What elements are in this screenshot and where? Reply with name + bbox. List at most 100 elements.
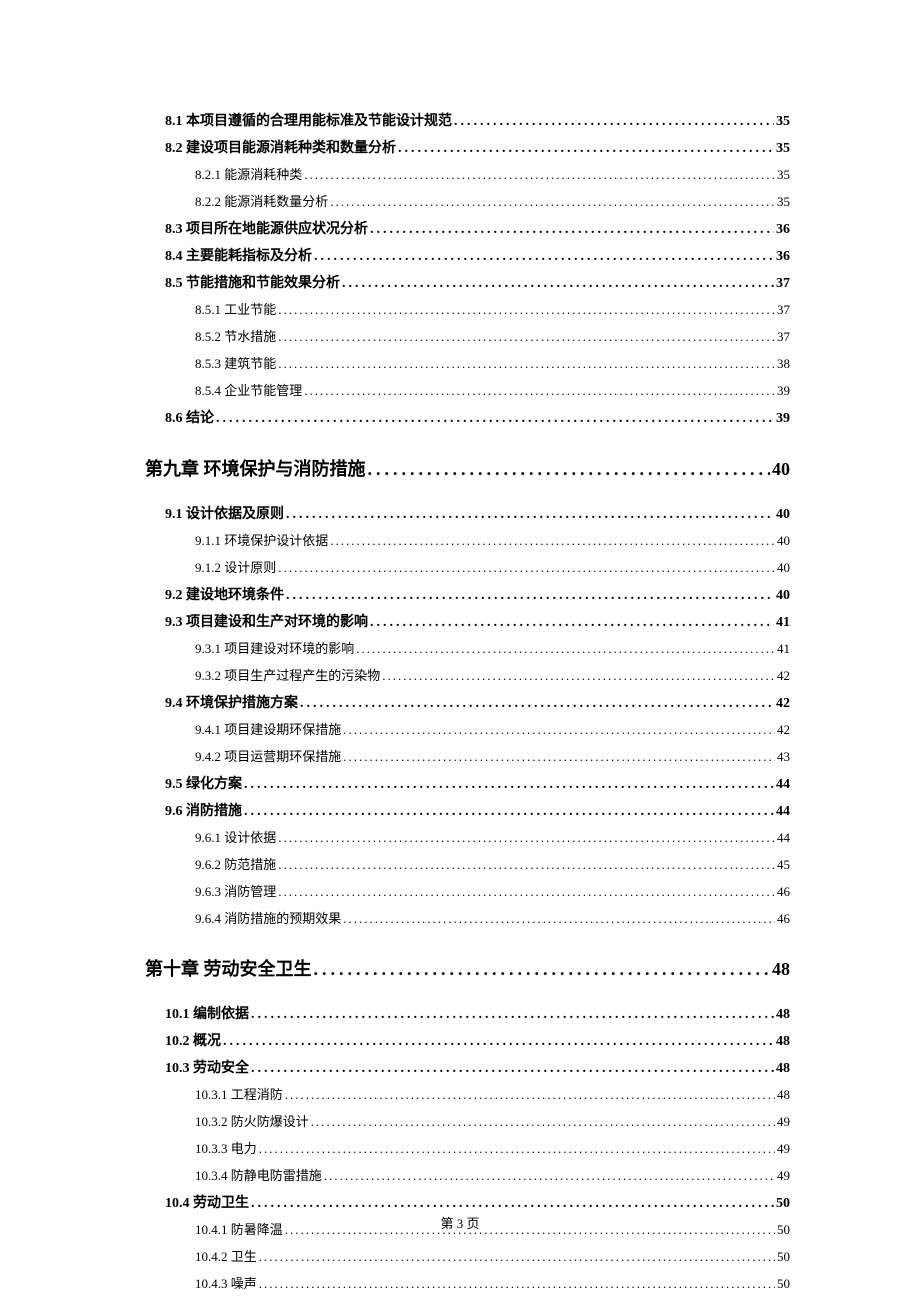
toc-leader: ........................................… xyxy=(251,1196,774,1212)
toc-leader: ........................................… xyxy=(216,411,774,427)
toc-label: 8.5.1 工业节能 xyxy=(195,299,276,318)
toc-page: 35 xyxy=(776,141,790,157)
toc-page: 39 xyxy=(777,383,790,399)
toc-entry: 10.3 劳动安全...............................… xyxy=(165,1057,790,1077)
toc-label: 第九章 环境保护与消防措施 xyxy=(145,455,366,481)
toc-page: 49 xyxy=(777,1114,790,1130)
toc-label: 8.5.3 建筑节能 xyxy=(195,353,276,372)
toc-leader: ........................................… xyxy=(382,668,775,684)
toc-label: 8.5.2 节水措施 xyxy=(195,326,276,345)
toc-page: 42 xyxy=(777,668,790,684)
toc-leader: ........................................… xyxy=(311,1114,775,1130)
toc-leader: ........................................… xyxy=(314,959,771,980)
toc-entry: 9.3.1 项目建设对环境的影响........................… xyxy=(195,638,790,657)
toc-leader: ........................................… xyxy=(304,167,775,183)
toc-container: 8.1 本项目遵循的合理用能标准及节能设计规范.................… xyxy=(145,110,790,1292)
toc-leader: ........................................… xyxy=(286,507,774,523)
toc-entry: 9.4.2 项目运营期环保措施.........................… xyxy=(195,746,790,765)
toc-entry: 10.3.3 电力...............................… xyxy=(195,1138,790,1157)
toc-label: 10.2 概况 xyxy=(165,1030,221,1050)
toc-label: 9.6 消防措施 xyxy=(165,800,242,820)
toc-leader: ........................................… xyxy=(278,830,775,846)
page-number: 第 3 页 xyxy=(440,1216,479,1231)
toc-page: 37 xyxy=(776,276,790,292)
toc-label: 10.4.2 卫生 xyxy=(195,1246,257,1265)
toc-page: 40 xyxy=(776,588,790,604)
toc-page: 46 xyxy=(777,911,790,927)
toc-label: 8.5.4 企业节能管理 xyxy=(195,380,302,399)
toc-page: 39 xyxy=(776,411,790,427)
toc-page: 48 xyxy=(776,1034,790,1050)
toc-page: 36 xyxy=(776,222,790,238)
toc-leader: ........................................… xyxy=(356,641,775,657)
toc-label: 9.4.1 项目建设期环保措施 xyxy=(195,719,341,738)
toc-label: 9.6.2 防范措施 xyxy=(195,854,276,873)
toc-entry: 9.6.1 设计依据..............................… xyxy=(195,827,790,846)
toc-label: 第十章 劳动安全卫生 xyxy=(145,955,312,981)
toc-label: 9.1.1 环境保护设计依据 xyxy=(195,530,328,549)
toc-leader: ........................................… xyxy=(324,1168,775,1184)
toc-entry: 10.3.4 防静电防雷措施..........................… xyxy=(195,1165,790,1184)
toc-entry: 8.5.2 节水措施..............................… xyxy=(195,326,790,345)
toc-leader: ........................................… xyxy=(343,749,775,765)
toc-label: 8.6 结论 xyxy=(165,407,214,427)
toc-entry: 第十章 劳动安全卫生..............................… xyxy=(145,955,790,981)
toc-page: 36 xyxy=(776,249,790,265)
toc-label: 9.4.2 项目运营期环保措施 xyxy=(195,746,341,765)
toc-page: 50 xyxy=(777,1276,790,1292)
toc-page: 35 xyxy=(777,194,790,210)
toc-entry: 9.6.4 消防措施的预期效果.........................… xyxy=(195,908,790,927)
toc-page: 40 xyxy=(772,459,790,480)
toc-label: 9.6.1 设计依据 xyxy=(195,827,276,846)
toc-leader: ........................................… xyxy=(278,884,775,900)
toc-leader: ........................................… xyxy=(259,1141,775,1157)
toc-label: 10.3.4 防静电防雷措施 xyxy=(195,1165,322,1184)
toc-entry: 8.3 项目所在地能源供应状况分析.......................… xyxy=(165,218,790,238)
toc-page: 42 xyxy=(776,696,790,712)
toc-page: 50 xyxy=(777,1249,790,1265)
toc-entry: 9.6.3 消防管理..............................… xyxy=(195,881,790,900)
toc-entry: 第九章 环境保护与消防措施...........................… xyxy=(145,455,790,481)
toc-entry: 8.1 本项目遵循的合理用能标准及节能设计规范.................… xyxy=(165,110,790,130)
toc-label: 10.4 劳动卫生 xyxy=(165,1192,249,1212)
toc-page: 43 xyxy=(777,749,790,765)
toc-page: 40 xyxy=(776,507,790,523)
toc-leader: ........................................… xyxy=(278,356,775,372)
toc-label: 10.3 劳动安全 xyxy=(165,1057,249,1077)
toc-label: 9.3.1 项目建设对环境的影响 xyxy=(195,638,354,657)
toc-entry: 9.1.2 设计原则..............................… xyxy=(195,557,790,576)
toc-page: 49 xyxy=(777,1141,790,1157)
toc-entry: 8.2 建设项目能源消耗种类和数量分析.....................… xyxy=(165,137,790,157)
toc-leader: ........................................… xyxy=(286,588,774,604)
toc-page: 48 xyxy=(776,1061,790,1077)
toc-label: 8.4 主要能耗指标及分析 xyxy=(165,245,312,265)
toc-leader: ........................................… xyxy=(285,1087,775,1103)
toc-label: 8.1 本项目遵循的合理用能标准及节能设计规范 xyxy=(165,110,452,130)
toc-leader: ........................................… xyxy=(259,1276,775,1292)
toc-entry: 9.5 绿化方案................................… xyxy=(165,773,790,793)
toc-page: 44 xyxy=(776,804,790,820)
toc-entry: 10.4.2 卫生...............................… xyxy=(195,1246,790,1265)
toc-label: 9.3 项目建设和生产对环境的影响 xyxy=(165,611,368,631)
toc-label: 10.4.3 噪声 xyxy=(195,1273,257,1292)
toc-label: 9.6.3 消防管理 xyxy=(195,881,276,900)
toc-label: 10.1 编制依据 xyxy=(165,1003,249,1023)
toc-leader: ........................................… xyxy=(300,696,774,712)
toc-entry: 9.6 消防措施................................… xyxy=(165,800,790,820)
toc-entry: 9.3 项目建设和生产对环境的影响.......................… xyxy=(165,611,790,631)
toc-leader: ........................................… xyxy=(314,249,774,265)
toc-page: 35 xyxy=(776,114,790,130)
toc-leader: ........................................… xyxy=(278,560,775,576)
toc-leader: ........................................… xyxy=(398,141,774,157)
toc-leader: ........................................… xyxy=(278,857,775,873)
toc-leader: ........................................… xyxy=(251,1007,774,1023)
toc-entry: 8.5.1 工业节能..............................… xyxy=(195,299,790,318)
toc-entry: 10.4.3 噪声...............................… xyxy=(195,1273,790,1292)
toc-entry: 9.4 环境保护措施方案............................… xyxy=(165,692,790,712)
toc-label: 8.2.2 能源消耗数量分析 xyxy=(195,191,328,210)
toc-label: 9.6.4 消防措施的预期效果 xyxy=(195,908,341,927)
toc-label: 10.3.1 工程消防 xyxy=(195,1084,283,1103)
toc-entry: 9.4.1 项目建设期环保措施.........................… xyxy=(195,719,790,738)
toc-page: 38 xyxy=(777,356,790,372)
toc-leader: ........................................… xyxy=(259,1249,775,1265)
